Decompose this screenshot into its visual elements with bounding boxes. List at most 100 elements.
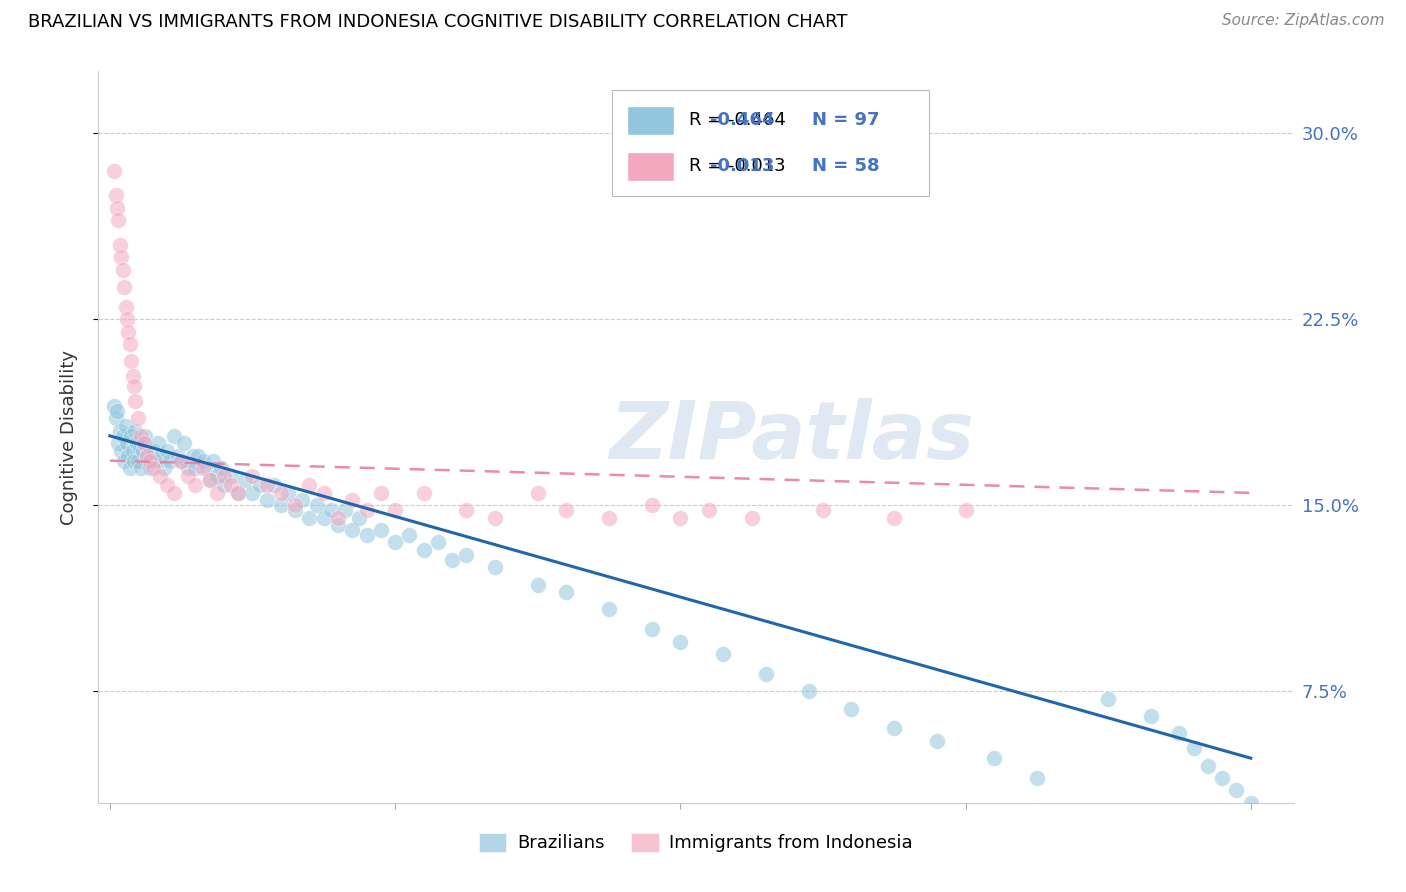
Point — [349, 510, 371, 524]
Point — [270, 486, 292, 500]
Point — [256, 493, 278, 508]
Point — [181, 449, 204, 463]
Text: -0.013: -0.013 — [710, 158, 775, 176]
Point — [177, 461, 200, 475]
Point — [209, 461, 232, 475]
Point — [170, 453, 193, 467]
Point — [242, 468, 264, 483]
Point — [148, 436, 170, 450]
Point — [163, 429, 186, 443]
Point — [1097, 691, 1119, 706]
Point — [983, 751, 1005, 765]
Point — [121, 369, 143, 384]
Point — [104, 188, 127, 202]
Point — [149, 468, 172, 483]
Point — [170, 453, 193, 467]
Point — [131, 443, 153, 458]
Text: N = 58: N = 58 — [811, 158, 880, 176]
Point — [127, 411, 149, 425]
Point — [145, 453, 167, 467]
Legend: Brazilians, Immigrants from Indonesia: Brazilians, Immigrants from Indonesia — [472, 826, 920, 860]
Point — [142, 443, 165, 458]
Point — [118, 337, 141, 351]
Point — [669, 634, 692, 648]
Point — [526, 577, 548, 591]
Point — [319, 503, 342, 517]
Point — [128, 442, 150, 456]
Point — [641, 622, 664, 636]
Point — [263, 478, 285, 492]
Point — [356, 528, 378, 542]
Point — [104, 411, 127, 425]
Point — [122, 379, 145, 393]
Point — [195, 461, 218, 475]
Bar — [627, 106, 675, 135]
Point — [669, 510, 692, 524]
Point — [108, 424, 131, 438]
Point — [456, 548, 478, 562]
Point — [342, 493, 364, 508]
Point — [191, 453, 214, 467]
Point — [122, 453, 145, 467]
Point — [205, 486, 228, 500]
Point — [298, 510, 321, 524]
Point — [132, 436, 155, 450]
Point — [333, 503, 356, 517]
Point — [484, 560, 506, 574]
Point — [150, 449, 173, 463]
Point — [925, 734, 948, 748]
Point — [163, 486, 186, 500]
Point — [526, 486, 548, 500]
Point — [135, 449, 157, 463]
Point — [326, 518, 349, 533]
Point — [103, 399, 125, 413]
Point — [219, 478, 242, 492]
Point — [883, 510, 905, 524]
Point — [111, 429, 134, 443]
Point — [212, 468, 235, 483]
Point — [110, 250, 132, 264]
Point — [1140, 709, 1163, 723]
Text: ZIPatlas: ZIPatlas — [609, 398, 974, 476]
Point — [142, 461, 165, 475]
Point — [110, 443, 132, 458]
Point — [135, 449, 157, 463]
Bar — [627, 152, 675, 181]
Point — [103, 163, 125, 178]
Point — [1225, 783, 1247, 797]
Point — [741, 510, 763, 524]
FancyBboxPatch shape — [613, 90, 929, 195]
Point — [305, 498, 328, 512]
Text: R = -0.464: R = -0.464 — [689, 112, 786, 129]
Point — [755, 666, 778, 681]
Point — [112, 453, 135, 467]
Point — [205, 468, 228, 483]
Text: BRAZILIAN VS IMMIGRANTS FROM INDONESIA COGNITIVE DISABILITY CORRELATION CHART: BRAZILIAN VS IMMIGRANTS FROM INDONESIA C… — [28, 13, 848, 31]
Point — [277, 486, 299, 500]
Point — [212, 478, 235, 492]
Point — [1168, 726, 1191, 740]
Point — [184, 461, 207, 475]
Point — [711, 647, 734, 661]
Point — [370, 486, 392, 500]
Point — [356, 503, 378, 517]
Point — [191, 461, 214, 475]
Point — [484, 510, 506, 524]
Point — [117, 449, 139, 463]
Point — [111, 262, 134, 277]
Point — [312, 510, 335, 524]
Point — [132, 436, 155, 450]
Point — [242, 486, 264, 500]
Text: N = 97: N = 97 — [811, 112, 879, 129]
Point — [129, 429, 152, 443]
Point — [955, 503, 977, 517]
Point — [370, 523, 392, 537]
Point — [139, 453, 162, 467]
Point — [118, 461, 141, 475]
Point — [1211, 771, 1233, 785]
Point — [555, 585, 578, 599]
Point — [841, 701, 863, 715]
Point — [105, 201, 128, 215]
Point — [184, 478, 207, 492]
Point — [555, 503, 578, 517]
